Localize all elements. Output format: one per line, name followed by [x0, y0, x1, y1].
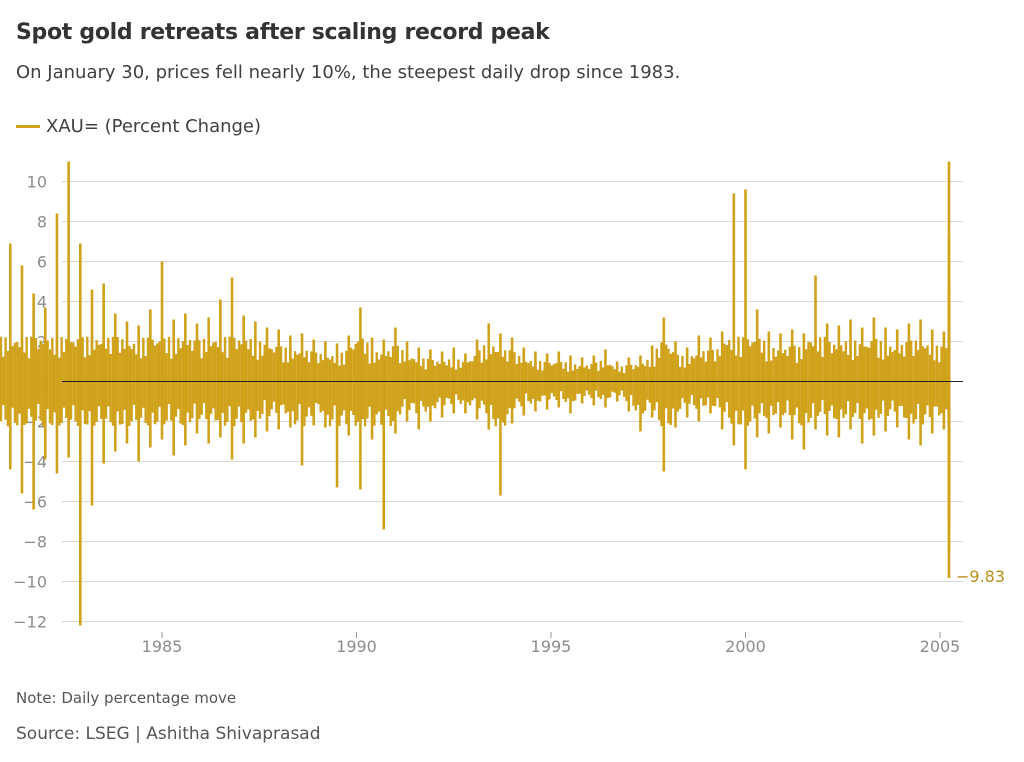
x-tick-label-1: 1990	[336, 637, 377, 656]
y-tick-label-2: 6	[37, 253, 47, 272]
y-tick-label-7: −4	[23, 453, 47, 472]
annotation-layer: −9.83	[956, 567, 1005, 586]
x-tick-label-0: 1985	[142, 637, 183, 656]
footer-source: Source: LSEG | Ashitha Shivaprasad	[16, 724, 321, 744]
footer-note: Note: Daily percentage move	[16, 689, 237, 707]
legend: XAU= (Percent Change)	[16, 116, 261, 137]
y-axis-ticks: 1086420−2−4−6−8−10−12	[13, 173, 47, 632]
chart-subtitle: On January 30, prices fell nearly 10%, t…	[16, 62, 681, 83]
chart-svg: 1086420−2−4−6−8−10−12 198519901995200020…	[0, 161, 1005, 656]
x-tick-label-4: 2005	[920, 637, 961, 656]
bars	[0, 161, 951, 626]
y-tick-label-1: 8	[37, 213, 47, 232]
y-tick-label-8: −6	[23, 493, 47, 512]
y-tick-label-11: −12	[13, 613, 47, 632]
legend-label: XAU= (Percent Change)	[46, 116, 262, 137]
legend-swatch	[16, 125, 40, 128]
x-tick-label-2: 1995	[531, 637, 572, 656]
chart-title: Spot gold retreats after scaling record …	[16, 20, 550, 45]
y-tick-label-4: 2	[37, 333, 47, 352]
annotation-label: −9.83	[956, 567, 1005, 586]
y-tick-label-9: −8	[23, 533, 47, 552]
y-tick-label-0: 10	[27, 173, 47, 192]
y-tick-label-10: −10	[13, 573, 47, 592]
y-tick-label-3: 4	[37, 293, 47, 312]
x-tick-label-3: 2000	[725, 637, 766, 656]
x-axis-ticks: 198519901995200020052010201520202025	[142, 632, 961, 656]
